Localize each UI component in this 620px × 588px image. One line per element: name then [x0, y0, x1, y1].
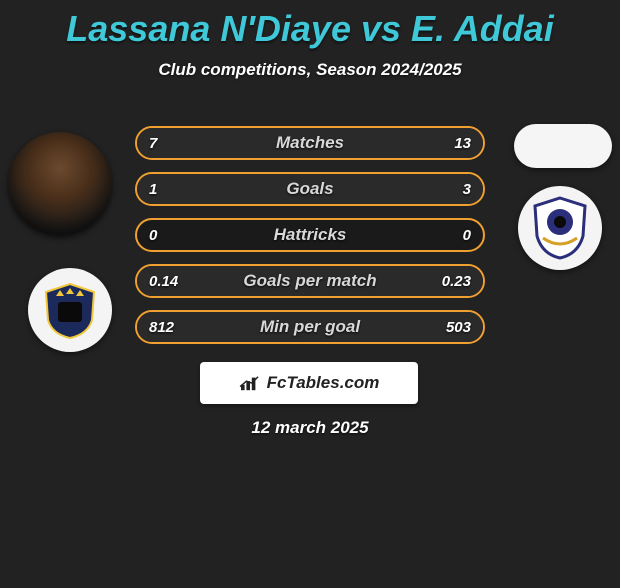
stat-label: Matches	[137, 128, 483, 158]
brand-badge: FcTables.com	[200, 362, 418, 404]
stats-container: 713Matches 13Goals 00Hattricks 0.140.23Goal…	[135, 126, 485, 356]
brand-text: FcTables.com	[267, 373, 380, 393]
comparison-title: Lassana N'Diaye vs E. Addai	[0, 8, 620, 50]
stat-label: Min per goal	[137, 312, 483, 342]
stat-label: Goals	[137, 174, 483, 204]
date-stamp: 12 march 2025	[0, 418, 620, 438]
player-right-avatar	[514, 124, 612, 168]
club-badge-left	[28, 268, 112, 352]
stat-row: 00Hattricks	[135, 218, 485, 252]
stat-row: 13Goals	[135, 172, 485, 206]
stat-label: Hattricks	[137, 220, 483, 250]
stat-row: 812503Min per goal	[135, 310, 485, 344]
stat-row: 713Matches	[135, 126, 485, 160]
stat-label: Goals per match	[137, 266, 483, 296]
player-left-avatar	[8, 132, 112, 236]
shield-icon	[531, 196, 589, 260]
stat-row: 0.140.23Goals per match	[135, 264, 485, 298]
shield-icon	[40, 280, 100, 340]
club-badge-right	[518, 186, 602, 270]
bar-chart-icon	[239, 374, 261, 392]
comparison-subtitle: Club competitions, Season 2024/2025	[0, 60, 620, 80]
